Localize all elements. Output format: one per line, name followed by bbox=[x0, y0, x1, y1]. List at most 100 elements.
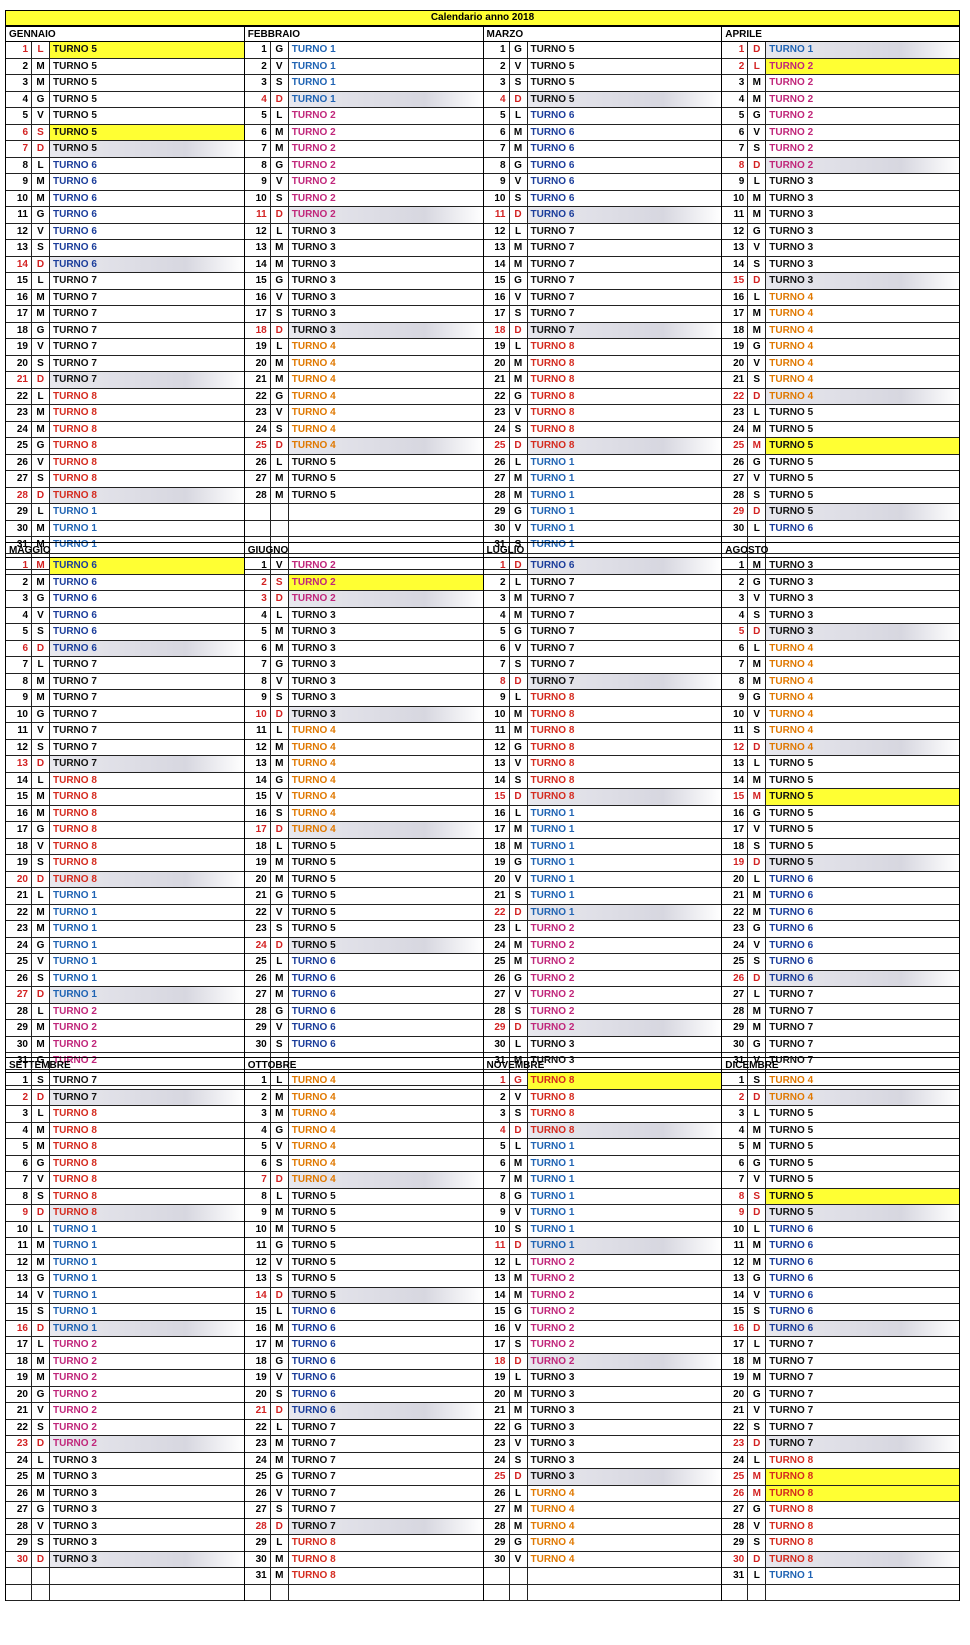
day-number: 23 bbox=[6, 1436, 32, 1452]
day-row: 5 M TURNO 5 bbox=[722, 1139, 959, 1156]
day-row: 29 D TURNO 5 bbox=[722, 504, 959, 521]
weekday-letter: D bbox=[748, 1436, 767, 1452]
day-row: 31 V TURNO 7 bbox=[722, 1053, 959, 1070]
day-row: 4 G TURNO 5 bbox=[6, 91, 244, 108]
day-number: 26 bbox=[722, 970, 749, 986]
day-row: 10 G TURNO 7 bbox=[6, 706, 244, 723]
day-number: 5 bbox=[6, 624, 32, 640]
shift-label: TURNO 7 bbox=[769, 1405, 814, 1416]
day-row: 31 S TURNO 1 bbox=[483, 537, 722, 554]
day-row: 28 D TURNO 7 bbox=[244, 1518, 483, 1535]
shift-label: TURNO 1 bbox=[53, 939, 97, 951]
day-number: 16 bbox=[484, 289, 510, 305]
weekday-letter: S bbox=[271, 690, 289, 706]
day-row: 30 S TURNO 6 bbox=[244, 1036, 483, 1053]
weekday-letter: L bbox=[271, 1073, 289, 1089]
day-row: 20 G TURNO 2 bbox=[6, 1386, 244, 1403]
day-row: 13 G TURNO 6 bbox=[722, 1271, 959, 1288]
shift-label: TURNO 3 bbox=[766, 624, 959, 640]
day-row: 8 S TURNO 5 bbox=[722, 1188, 959, 1205]
day-number: 2 bbox=[6, 574, 32, 590]
day-number: 17 bbox=[722, 1337, 749, 1353]
weekday-letter: M bbox=[748, 673, 767, 689]
day-row: 20 L TURNO 6 bbox=[722, 871, 959, 888]
day-row: 28 S TURNO 5 bbox=[722, 487, 959, 504]
day-row: 5 S TURNO 6 bbox=[6, 624, 244, 641]
empty-cell bbox=[484, 1584, 510, 1600]
day-number: 7 bbox=[6, 657, 32, 673]
day-number: 2 bbox=[6, 1089, 32, 1105]
shift-label: TURNO 3 bbox=[291, 659, 336, 670]
day-row: 17 M TURNO 4 bbox=[722, 306, 959, 323]
shift-label: TURNO 5 bbox=[766, 438, 959, 454]
day-number: 7 bbox=[722, 1172, 749, 1188]
weekday-letter: V bbox=[510, 756, 528, 772]
empty-cell bbox=[271, 1053, 289, 1069]
day-row: 16 L TURNO 1 bbox=[483, 805, 722, 822]
shift-label: TURNO 3 bbox=[530, 1405, 575, 1416]
weekday-letter: G bbox=[271, 657, 289, 673]
weekday-letter: V bbox=[748, 471, 767, 487]
day-number: 20 bbox=[245, 355, 271, 371]
day-row: 24 M TURNO 5 bbox=[722, 421, 959, 438]
shift-label: TURNO 8 bbox=[53, 774, 97, 786]
weekday-letter: M bbox=[32, 289, 50, 305]
day-row: 13 L TURNO 5 bbox=[722, 756, 959, 773]
day-number: 22 bbox=[245, 1419, 271, 1435]
day-row: 7 D TURNO 5 bbox=[6, 141, 244, 158]
shift-label: TURNO 8 bbox=[53, 407, 97, 418]
day-row: 29 M TURNO 7 bbox=[722, 1020, 959, 1037]
day-row: 23 G TURNO 6 bbox=[722, 921, 959, 938]
day-row: 26 G TURNO 5 bbox=[722, 454, 959, 471]
day-row: 16 V TURNO 7 bbox=[483, 289, 722, 306]
day-row: 31 M TURNO 1 bbox=[6, 537, 244, 554]
month-name: FEBBRAIO bbox=[244, 26, 483, 42]
day-number: 16 bbox=[245, 805, 271, 821]
weekday-letter: L bbox=[271, 339, 289, 355]
shift-label: TURNO 8 bbox=[50, 871, 244, 887]
weekday-letter: D bbox=[748, 1551, 767, 1567]
day-number: 11 bbox=[245, 207, 271, 223]
weekday-letter: M bbox=[510, 607, 528, 623]
shift-label: TURNO 2 bbox=[53, 1055, 97, 1066]
shift-label: TURNO 4 bbox=[766, 388, 959, 404]
empty-row bbox=[6, 1568, 244, 1585]
day-number: 15 bbox=[245, 273, 271, 289]
weekday-letter: S bbox=[32, 1188, 50, 1204]
weekday-letter: L bbox=[748, 520, 767, 536]
shift-label: TURNO 5 bbox=[766, 855, 959, 871]
day-number: 29 bbox=[484, 1535, 510, 1551]
shift-label: TURNO 8 bbox=[769, 1537, 814, 1548]
shift-label: TURNO 2 bbox=[530, 1273, 575, 1284]
day-row: 5 M TURNO 8 bbox=[6, 1139, 244, 1156]
weekday-letter: D bbox=[748, 1089, 767, 1105]
day-row: 27 V TURNO 2 bbox=[483, 987, 722, 1004]
day-row: 4 D TURNO 1 bbox=[244, 91, 483, 108]
weekday-letter: M bbox=[510, 471, 528, 487]
day-number: 30 bbox=[722, 520, 749, 536]
day-number: 1 bbox=[722, 558, 749, 574]
weekday-letter: M bbox=[748, 91, 767, 107]
day-row: 20 S TURNO 6 bbox=[244, 1386, 483, 1403]
day-number: 3 bbox=[722, 591, 749, 607]
weekday-letter: V bbox=[510, 58, 528, 74]
day-number: 18 bbox=[6, 838, 32, 854]
day-number: 25 bbox=[484, 438, 510, 454]
weekday-letter: S bbox=[510, 888, 528, 904]
day-row: 28 L TURNO 2 bbox=[6, 1003, 244, 1020]
weekday-letter: D bbox=[510, 322, 528, 338]
weekday-letter: V bbox=[748, 124, 767, 140]
day-row: 24 G TURNO 1 bbox=[6, 937, 244, 954]
day-number: 1 bbox=[484, 1073, 510, 1089]
shift-label: TURNO 8 bbox=[766, 1551, 959, 1567]
shift-label: TURNO 6 bbox=[291, 1372, 336, 1383]
shift-label: TURNO 3 bbox=[769, 593, 814, 604]
shift-label: TURNO 2 bbox=[53, 1005, 97, 1017]
weekday-letter: M bbox=[748, 1254, 767, 1270]
day-number: 3 bbox=[722, 75, 749, 91]
day-row: 3 D TURNO 2 bbox=[244, 591, 483, 608]
day-number: 23 bbox=[484, 405, 510, 421]
day-row: 8 D TURNO 7 bbox=[483, 673, 722, 690]
shift-label: TURNO 2 bbox=[288, 574, 483, 590]
day-row: 3 S TURNO 8 bbox=[483, 1106, 722, 1123]
